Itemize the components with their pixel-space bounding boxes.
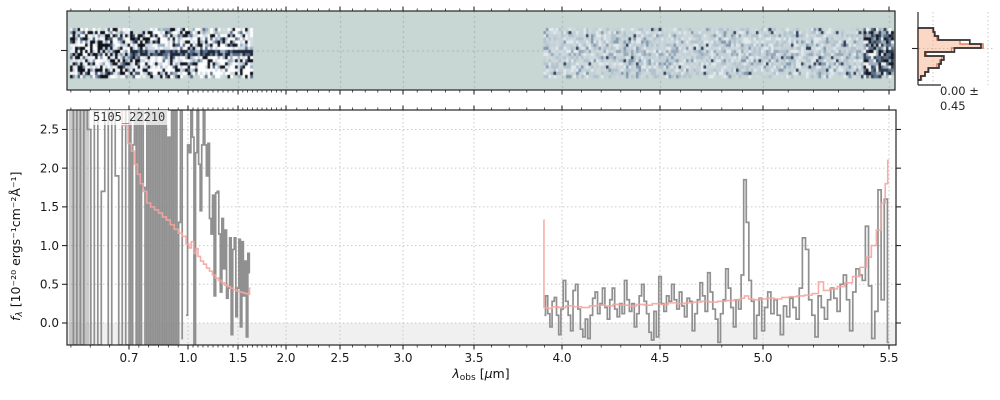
x-tick-label: 5.5 <box>879 351 898 365</box>
flux-symbol: f <box>8 316 23 321</box>
below-zero-shade <box>67 323 896 345</box>
y-tick-label: 2.0 <box>40 161 59 175</box>
spectrum-red-side-line <box>544 178 889 344</box>
y-tick-label: 0.0 <box>40 316 59 330</box>
x-tick-label: 1.0 <box>178 351 197 365</box>
x-tick-label: 3.5 <box>464 351 483 365</box>
residual-stats-label: 0.00 ± 0.45 <box>940 84 979 113</box>
x-tick-label: 4.5 <box>650 351 669 365</box>
hist-data-step <box>918 27 982 81</box>
2d-panel-border <box>66 10 896 91</box>
spectrum-data-layer <box>68 110 889 345</box>
x-tick-label: 2.0 <box>276 351 295 365</box>
x-unit-close: m] <box>492 366 510 381</box>
mu-symbol: μ <box>484 366 493 381</box>
y-tick-label: 1.5 <box>40 200 59 214</box>
y-unit: [10⁻²⁰ ergs⁻¹cm⁻²Å⁻¹] <box>8 171 23 312</box>
x-axis-label: λobs [μm] <box>452 366 509 383</box>
x-unit-open: [ <box>475 366 485 381</box>
y-tick-label: 1.0 <box>40 239 59 253</box>
main-panel: 0.0 0.5 1.0 1.5 2.0 2.5 0.7 1.0 1.5 2.0 2.5 3.0 3.5 4… <box>40 105 901 365</box>
spectrum-blue-side-line <box>186 110 251 345</box>
x-tick-label: 5.0 <box>753 351 772 365</box>
model-red-side-line <box>543 159 889 310</box>
obs-subscript: obs <box>459 373 476 383</box>
2d-spectrum-panel <box>67 11 895 90</box>
y-tick-label: 0.5 <box>40 277 59 291</box>
saturated-band <box>68 110 90 345</box>
spectrum-blue-side-saturated-line <box>71 110 184 345</box>
lambda-subscript: λ <box>15 311 25 317</box>
x-tick-label: 1.5 <box>228 351 247 365</box>
2d-panel-axes <box>61 6 896 95</box>
x-tick-label: 0.7 <box>119 351 138 365</box>
y-axis-label: fλ [10⁻²⁰ ergs⁻¹cm⁻²Å⁻¹] <box>8 172 25 321</box>
object-id-label: 5105_22210 <box>90 110 169 125</box>
residual-histogram-panel <box>912 12 993 86</box>
model-blue-side-line <box>119 110 251 296</box>
x-tick-label: 4.0 <box>552 351 571 365</box>
y-tick-label: 2.5 <box>40 123 59 137</box>
x-tick-label: 2.5 <box>330 351 349 365</box>
lambda-symbol: λ <box>452 366 460 381</box>
x-tick-label: 3.0 <box>393 351 412 365</box>
main-panel-border <box>66 109 897 346</box>
